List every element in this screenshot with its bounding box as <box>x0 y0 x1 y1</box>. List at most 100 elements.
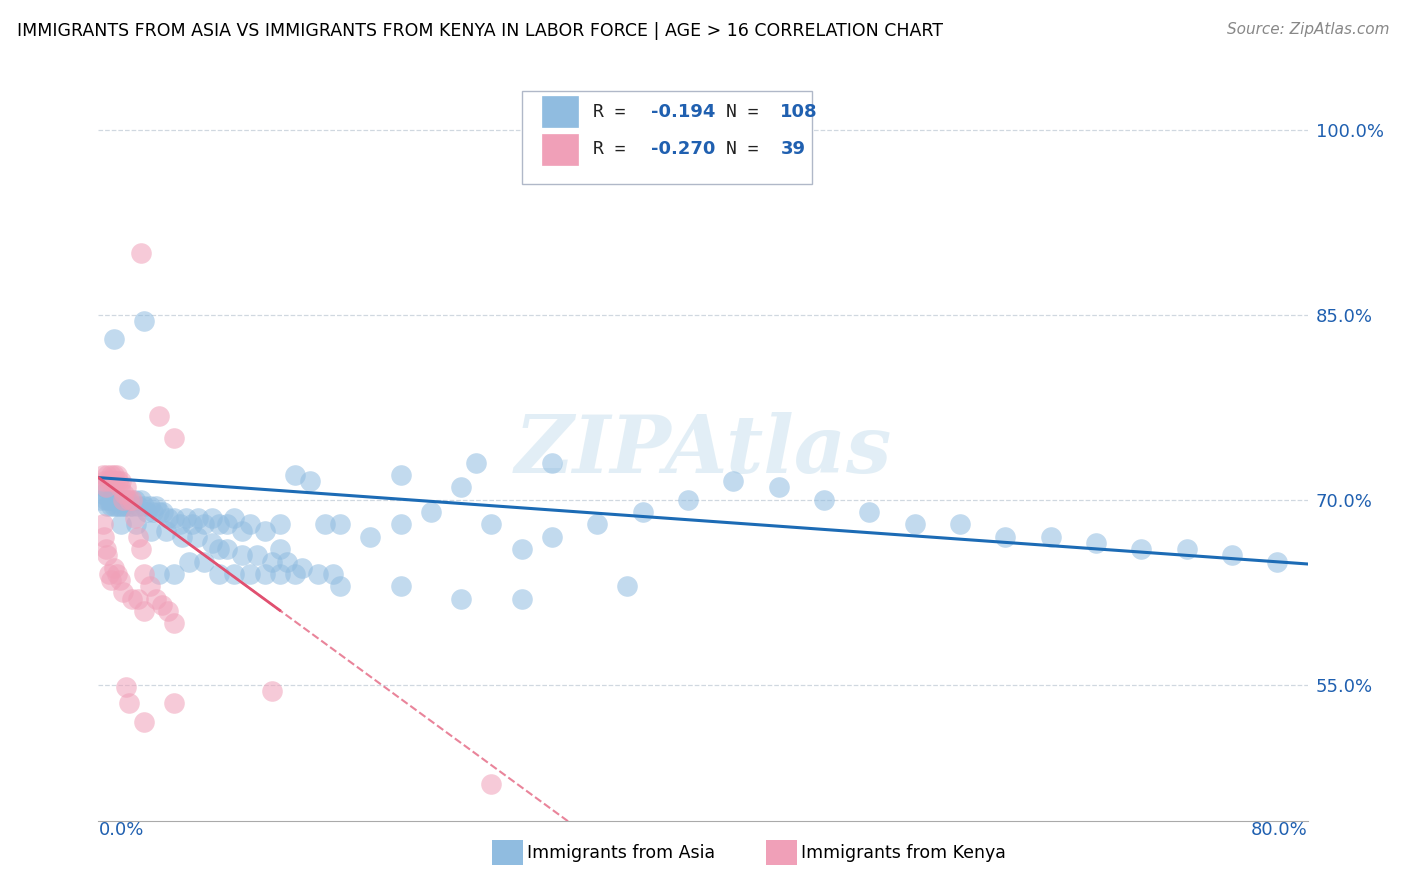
Point <box>101 492 124 507</box>
Point <box>510 542 533 557</box>
Point <box>91 486 114 500</box>
Point <box>96 468 118 483</box>
Point <box>141 524 163 538</box>
Point <box>118 382 141 396</box>
Text: Source: ZipAtlas.com: Source: ZipAtlas.com <box>1226 22 1389 37</box>
Point <box>129 246 152 260</box>
Point <box>90 492 112 507</box>
Point <box>103 560 125 574</box>
Point <box>329 579 352 593</box>
Point <box>105 499 128 513</box>
Point <box>239 517 262 532</box>
Point <box>111 492 134 507</box>
Point <box>114 681 136 695</box>
Point <box>322 566 344 581</box>
Point <box>93 530 115 544</box>
Point <box>465 456 488 470</box>
Point <box>112 492 135 507</box>
Point <box>98 475 121 489</box>
Point <box>208 517 231 532</box>
Point <box>125 517 148 532</box>
Point <box>389 517 412 532</box>
Point <box>118 697 141 711</box>
Point <box>215 542 238 557</box>
Point <box>115 492 138 507</box>
Point <box>111 499 134 513</box>
Point <box>231 524 253 538</box>
Point <box>193 517 215 532</box>
Point <box>169 517 191 532</box>
Point <box>132 714 155 729</box>
Point <box>118 492 141 507</box>
Point <box>114 499 136 513</box>
Point <box>114 481 136 495</box>
Point <box>174 511 197 525</box>
Point <box>329 517 352 532</box>
Point <box>152 505 174 519</box>
Point <box>139 579 162 593</box>
Text: 108: 108 <box>780 103 818 121</box>
Text: 0.0%: 0.0% <box>98 821 143 838</box>
Point <box>201 536 224 550</box>
Point <box>111 585 134 599</box>
Point <box>142 505 165 519</box>
Point <box>103 499 125 513</box>
FancyBboxPatch shape <box>543 134 578 165</box>
Text: -0.270: -0.270 <box>651 140 716 159</box>
Point <box>269 517 291 532</box>
Text: 39: 39 <box>780 140 806 159</box>
Point <box>148 409 170 423</box>
Text: N =: N = <box>725 140 769 159</box>
Point <box>94 542 117 557</box>
Point <box>163 566 186 581</box>
Point <box>291 560 314 574</box>
Point <box>262 555 284 569</box>
Point <box>994 530 1017 544</box>
Text: -0.194: -0.194 <box>651 103 716 121</box>
Point <box>121 591 143 606</box>
Point <box>949 517 972 532</box>
Point <box>631 505 654 519</box>
Point <box>231 549 253 563</box>
Point <box>98 492 121 507</box>
Point <box>91 468 114 483</box>
Point <box>262 684 284 698</box>
Point <box>284 468 307 483</box>
Point <box>104 475 127 489</box>
Point <box>110 475 132 489</box>
Point <box>96 499 118 513</box>
Point <box>540 456 562 470</box>
Point <box>858 505 880 519</box>
Point <box>540 530 562 544</box>
Point <box>101 475 124 489</box>
Point <box>118 499 141 513</box>
Text: N =: N = <box>725 103 769 121</box>
Point <box>127 499 149 513</box>
Point <box>107 492 129 507</box>
Point <box>93 475 115 489</box>
Point <box>389 579 412 593</box>
Point <box>94 481 117 495</box>
Point <box>110 492 132 507</box>
Text: 80.0%: 80.0% <box>1251 821 1308 838</box>
Point <box>276 555 298 569</box>
Point <box>139 499 162 513</box>
Point <box>124 492 146 507</box>
Point <box>1220 549 1243 563</box>
Point <box>156 604 179 618</box>
Point <box>163 431 186 445</box>
Point <box>813 492 835 507</box>
Point <box>163 616 186 631</box>
Point <box>170 530 193 544</box>
Text: R =: R = <box>593 103 637 121</box>
Point <box>186 530 208 544</box>
Point <box>307 566 329 581</box>
Point <box>616 579 638 593</box>
Point <box>181 517 204 532</box>
Point <box>481 517 503 532</box>
Point <box>100 573 122 587</box>
Point <box>103 468 125 483</box>
Point <box>224 566 246 581</box>
Point <box>108 481 131 495</box>
Point <box>187 511 209 525</box>
